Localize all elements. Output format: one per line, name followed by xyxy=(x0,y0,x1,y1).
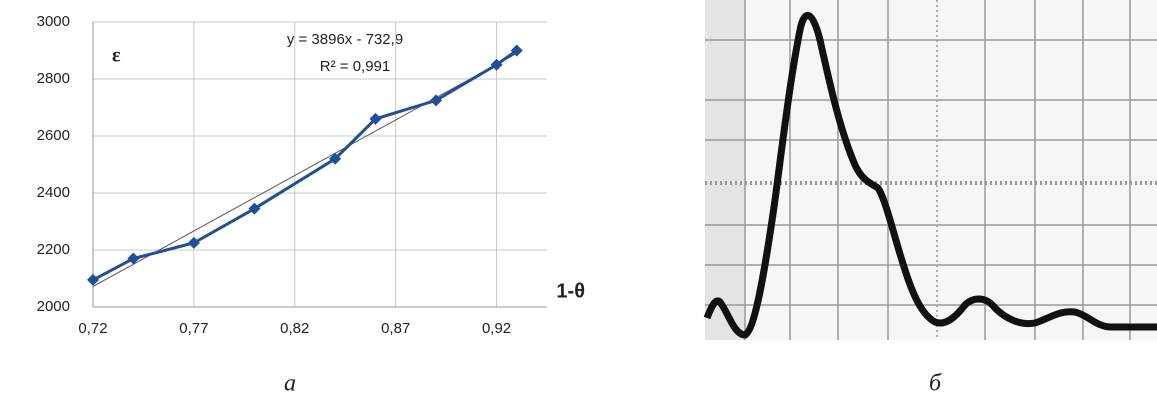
x-tick-label: 0,82 xyxy=(280,320,309,337)
caption: а xyxy=(284,371,296,397)
caption: б xyxy=(929,371,942,397)
oscillogram xyxy=(705,0,1157,340)
figure: y = 3896x - 732,9 R² = 0,991 ε 1-θ а б 2… xyxy=(0,0,1157,412)
point xyxy=(188,237,200,249)
page: y = 3896x - 732,9 R² = 0,991 ε 1-θ а б 2… xyxy=(0,0,1157,412)
x-tick-label: 0,72 xyxy=(78,320,107,337)
y-tick-label: 2800 xyxy=(37,70,70,87)
screen xyxy=(705,0,1157,340)
point xyxy=(127,253,139,265)
data-line xyxy=(93,51,517,280)
equation: y = 3896x - 732,9 xyxy=(287,31,403,48)
x-tick-label: 0,77 xyxy=(179,320,208,337)
r-squared: R² = 0,991 xyxy=(320,58,390,75)
y-tick-label: 2200 xyxy=(37,241,70,258)
y-tick-label: 2000 xyxy=(37,298,70,315)
y-axis-label: ε xyxy=(112,45,121,67)
x-tick-label: 0,87 xyxy=(381,320,410,337)
y-tick-label: 3000 xyxy=(37,13,70,30)
x-tick-label: 0,92 xyxy=(482,320,511,337)
y-tick-label: 2600 xyxy=(37,127,70,144)
y-tick-label: 2400 xyxy=(37,184,70,201)
screen-shade xyxy=(705,0,745,340)
x-axis-label: 1-θ xyxy=(556,280,585,302)
